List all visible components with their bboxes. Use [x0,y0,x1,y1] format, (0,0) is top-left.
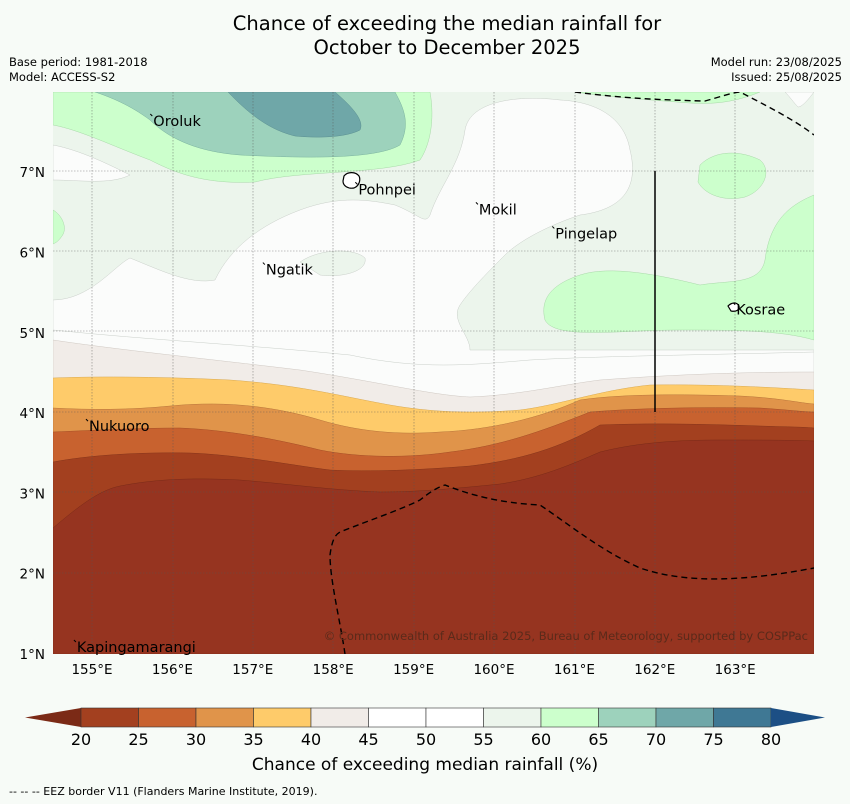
colorbar-tick-label: 35 [243,730,263,749]
x-tick-label: 158°E [313,662,354,678]
y-tick-label: 3°N [20,486,45,502]
eez-border [329,92,814,654]
x-tick-label: 159°E [393,662,434,678]
place-marker-mokil [475,201,479,205]
colorbar-swatch [425,707,484,728]
colorbar-swatch [655,707,714,728]
place-marker-pingelap [551,226,555,229]
place-marker-ngatik [262,262,266,265]
place-label-pohnpei: Pohnpei [358,182,416,198]
meta-left: Base period: 1981-2018 Model: ACCESS-S2 [9,55,148,85]
colorbar-tick-label: 55 [473,730,493,749]
x-tick-label: 161°E [554,662,595,678]
x-tick-label: 163°E [715,662,756,678]
colorbar-swatch [80,707,139,728]
colorbar-swatch [253,707,312,728]
y-tick-label: 5°N [20,326,45,342]
colorbar-swatch [713,707,772,728]
place-label-oroluk: Oroluk [153,114,201,130]
model-name: Model: ACCESS-S2 [9,70,116,84]
region-60-65-small [697,152,767,199]
graticule [53,92,814,654]
y-axis-ticks: 1°N 2°N 3°N 4°N 5°N 6°N 7°N [20,165,45,663]
colorbar-tick-label: 20 [71,730,91,749]
region-below-20 [53,439,814,654]
pohnpei-island [342,172,361,189]
colorbar-tick-label: 80 [761,730,781,749]
footer-note: -- -- -- EEZ border V11 (Flanders Marine… [9,785,318,798]
colorbar-extend-high [771,708,825,727]
colorbar-tick-label: 30 [186,730,206,749]
place-marker-pohnpei [354,181,358,185]
colorbar-tick-label: 65 [588,730,608,749]
place-labels: Oroluk Pohnpei Mokil Pingelap Ngatik Kosrae Nu… [73,113,785,656]
patch-white-topright [784,92,814,108]
kosrae-island [727,302,740,312]
place-label-mokil: Mokil [479,202,517,218]
colorbar-tick-label: 70 [646,730,666,749]
region-70-75 [227,92,362,138]
region-60-65-right [543,194,814,341]
model-run: Model run: 23/08/2025 [710,55,842,69]
colorbar-tick-label: 75 [703,730,723,749]
meta-right: Model run: 23/08/2025 Issued: 25/08/2025 [711,55,842,85]
title-line-1: Chance of exceeding the median rainfall … [232,12,662,35]
colorbar-swatch [540,707,599,728]
map-title: Chance of exceeding the median rainfall … [0,12,850,60]
x-tick-label: 157°E [232,662,273,678]
x-tick-label: 162°E [634,662,675,678]
colorbar-swatch [138,707,197,728]
place-label-nukuoro: Nukuoro [89,419,150,435]
y-tick-label: 4°N [20,406,45,422]
place-label-pingelap: Pingelap [555,226,617,242]
y-tick-label: 2°N [20,567,45,583]
x-tick-label: 155°E [71,662,112,678]
colorbar-swatch [598,707,657,728]
title-line-2: October to December 2025 [313,36,581,59]
colorbar-title: Chance of exceeding median rainfall (%) [251,755,599,775]
map-area [53,92,814,654]
colorbar-swatch [195,707,254,728]
place-label-kosrae: Kosrae [736,303,785,319]
patch-white-left [53,144,131,182]
colorbar-extend-low [25,708,81,727]
y-tick-label: 1°N [20,647,45,663]
colorbar-tick-label: 60 [531,730,551,749]
place-label-kapingamarangi: Kapingamarangi [77,640,196,656]
colorbar: 20 25 30 35 40 45 50 55 60 65 70 75 80 [25,707,825,749]
place-marker-nukuoro [85,418,89,422]
colorbar-tick-label: 40 [301,730,321,749]
y-tick-label: 7°N [20,165,45,181]
colorbar-swatch [368,707,427,728]
place-marker-oroluk [149,113,153,117]
y-tick-label: 6°N [20,246,45,262]
issued-date: Issued: 25/08/2025 [731,70,842,84]
copyright-text: © Commonwealth of Australia 2025, Bureau… [324,629,808,643]
colorbar-tick-label: 50 [416,730,436,749]
base-period: Base period: 1981-2018 [9,55,148,69]
colorbar-swatch [310,707,369,728]
x-tick-label: 156°E [152,662,193,678]
x-axis-ticks: 155°E 156°E 157°E 158°E 159°E 160°E 161°E 162°E… [71,662,755,678]
place-marker-kosrae [732,302,736,306]
place-marker-kapingamarangi [73,639,77,643]
place-label-ngatik: Ngatik [266,263,314,279]
colorbar-tick-label: 45 [358,730,378,749]
x-tick-label: 160°E [473,662,514,678]
colorbar-tick-label: 25 [128,730,148,749]
region-60-65-edge [53,209,65,245]
colorbar-swatch [483,707,542,728]
